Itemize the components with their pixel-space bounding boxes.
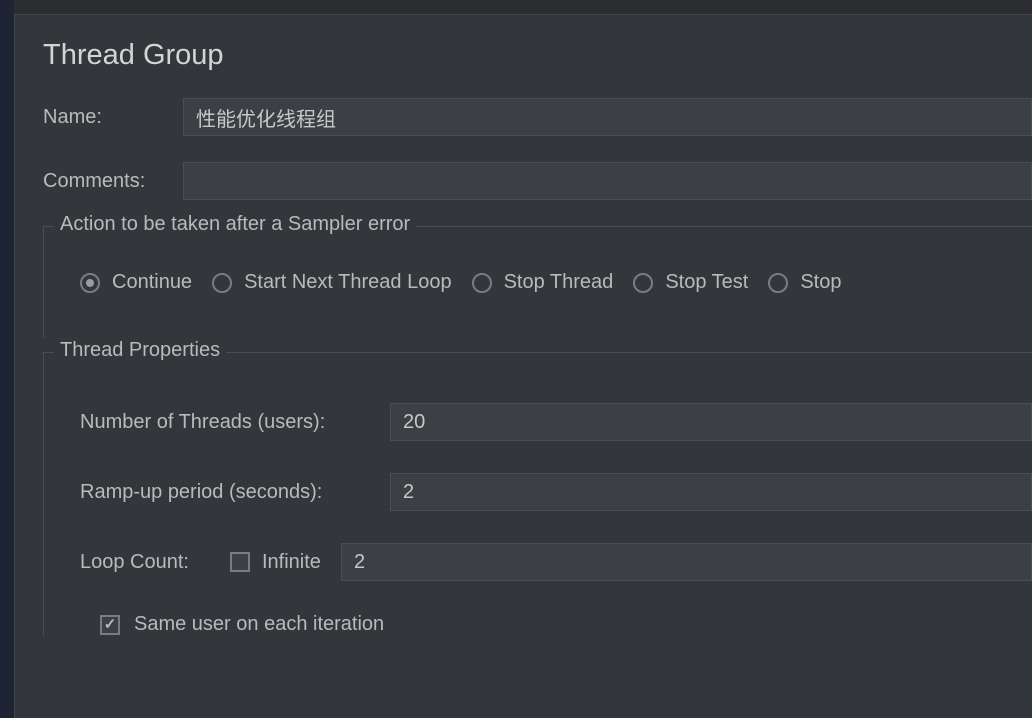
radio-circle-icon (212, 273, 232, 293)
radio-stop[interactable]: Stop (768, 271, 841, 294)
num-threads-row: Number of Threads (users): (80, 403, 1032, 441)
name-input[interactable] (183, 98, 1032, 136)
comments-label: Comments: (43, 170, 183, 193)
rampup-input[interactable] (390, 473, 1032, 511)
same-user-checkbox[interactable] (100, 615, 120, 635)
rampup-label: Ramp-up period (seconds): (80, 481, 390, 504)
left-edge-strip (0, 0, 14, 718)
comments-input[interactable] (183, 162, 1032, 200)
thread-properties-legend: Thread Properties (54, 339, 226, 362)
radio-stop-thread[interactable]: Stop Thread (472, 271, 614, 294)
radio-circle-icon (633, 273, 653, 293)
sampler-error-legend: Action to be taken after a Sampler error (54, 213, 416, 236)
sampler-error-radios: Continue Start Next Thread Loop Stop Thr… (80, 271, 1032, 294)
same-user-label: Same user on each iteration (134, 613, 384, 636)
radio-label: Start Next Thread Loop (244, 271, 452, 294)
comments-row: Comments: (43, 162, 1032, 200)
sampler-error-fieldset: Action to be taken after a Sampler error… (43, 226, 1032, 338)
num-threads-label: Number of Threads (users): (80, 411, 390, 434)
radio-label: Stop Thread (504, 271, 614, 294)
panel-title: Thread Group (43, 39, 1032, 72)
loop-count-row: Loop Count: Infinite (80, 543, 1032, 581)
loop-count-input[interactable] (341, 543, 1032, 581)
rampup-row: Ramp-up period (seconds): (80, 473, 1032, 511)
thread-group-panel: Thread Group Name: Comments: Action to b… (14, 14, 1032, 718)
thread-properties-fieldset: Thread Properties Number of Threads (use… (43, 352, 1032, 636)
radio-label: Stop (800, 271, 841, 294)
loop-count-label: Loop Count: (80, 551, 230, 574)
num-threads-input[interactable] (390, 403, 1032, 441)
radio-label: Continue (112, 271, 192, 294)
infinite-checkbox[interactable] (230, 552, 250, 572)
name-row: Name: (43, 98, 1032, 136)
radio-continue[interactable]: Continue (80, 271, 192, 294)
same-user-row: Same user on each iteration (100, 613, 1032, 636)
radio-stop-test[interactable]: Stop Test (633, 271, 748, 294)
radio-circle-icon (80, 273, 100, 293)
name-label: Name: (43, 106, 183, 129)
radio-start-next-loop[interactable]: Start Next Thread Loop (212, 271, 452, 294)
radio-label: Stop Test (665, 271, 748, 294)
infinite-label: Infinite (262, 551, 321, 574)
infinite-checkbox-wrap: Infinite (230, 551, 321, 574)
radio-circle-icon (472, 273, 492, 293)
radio-circle-icon (768, 273, 788, 293)
